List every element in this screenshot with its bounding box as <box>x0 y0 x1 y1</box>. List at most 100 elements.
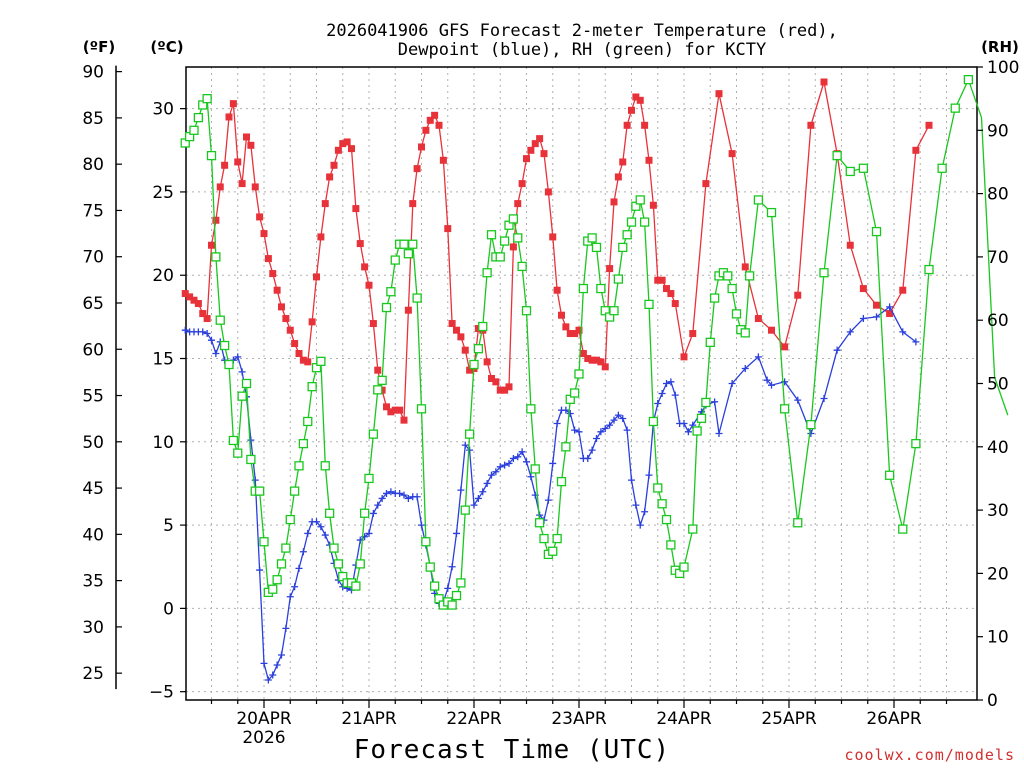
dewpoint-point <box>295 564 303 572</box>
temperature-point <box>715 90 723 98</box>
rh-point <box>254 486 265 496</box>
dewpoint-point <box>404 494 412 502</box>
dewpoint-point <box>711 398 719 406</box>
temperature-point <box>754 315 762 323</box>
temperature-point <box>636 96 644 104</box>
celsius-tick-label: 20 <box>152 266 174 286</box>
dewpoint-point <box>501 461 509 469</box>
dewpoint-point <box>313 518 320 526</box>
temperature-point <box>435 121 443 129</box>
rh-point <box>333 559 344 569</box>
temperature-point <box>461 346 469 354</box>
rh-point <box>320 461 330 471</box>
dewpoint-point <box>807 429 815 437</box>
rh-point <box>364 473 374 484</box>
temperature-point <box>304 358 312 366</box>
dewpoint-point <box>658 389 666 397</box>
temperature-point <box>466 366 474 374</box>
celsius-tick-label: 5 <box>163 516 174 536</box>
temperature-series <box>181 78 933 424</box>
dewpoint-point <box>518 448 526 456</box>
rh-point <box>898 524 908 534</box>
dewpoint-point <box>474 494 482 502</box>
temperature-point <box>606 265 614 273</box>
rh-point <box>464 429 475 439</box>
dewpoint-point <box>492 468 500 476</box>
temperature-point <box>571 330 579 338</box>
fahrenheit-tick-label: 25 <box>82 664 104 684</box>
temperature-point <box>391 406 399 414</box>
temperature-point <box>321 200 329 208</box>
rh-tick-label: 60 <box>987 311 1009 331</box>
rh-point <box>696 413 707 423</box>
temperature-point <box>221 161 229 169</box>
temperature-point <box>496 386 504 394</box>
fahrenheit-tick-label: 85 <box>82 109 104 129</box>
temperature-point <box>575 326 583 334</box>
rh-point <box>408 239 418 249</box>
temperature-point <box>313 273 320 281</box>
fahrenheit-tick-label: 55 <box>82 387 104 407</box>
rh-point <box>499 236 510 246</box>
temperature-point <box>531 140 539 148</box>
rh-line <box>184 77 1009 606</box>
temperature-point <box>899 286 907 294</box>
temperature-point <box>925 121 933 129</box>
rh-point <box>723 271 733 281</box>
temperature-point <box>728 150 736 158</box>
temperature-point <box>243 133 250 141</box>
dewpoint-point <box>886 303 894 311</box>
rh-point <box>569 388 580 398</box>
dewpoint-point <box>820 394 828 402</box>
temperature-point <box>203 315 211 323</box>
rh-point <box>316 356 326 366</box>
dewpoint-point <box>291 583 299 591</box>
dewpoint-point <box>728 380 736 387</box>
temperature-point <box>886 310 894 318</box>
temperature-point <box>645 156 653 164</box>
temperature-point <box>453 326 460 334</box>
temperature-point <box>326 173 334 181</box>
dewpoint-point <box>601 424 609 432</box>
dewpoint-point <box>715 429 723 437</box>
rh-point <box>224 359 234 370</box>
rh-point <box>657 499 667 509</box>
rh-point <box>626 217 637 227</box>
rh-point <box>744 271 755 281</box>
temperature-point <box>671 300 679 308</box>
rh-point <box>530 464 540 474</box>
dewpoint-point <box>768 381 775 389</box>
temperature-point <box>562 323 570 331</box>
temperature-point <box>352 205 360 213</box>
temperature-point <box>238 180 246 188</box>
rh-point <box>289 486 300 496</box>
dewpoint-point <box>181 326 189 334</box>
rh-point <box>653 483 663 493</box>
rh-tick-label: 50 <box>987 375 1009 395</box>
temperature-point <box>641 121 649 129</box>
rh-point <box>478 321 488 332</box>
rh-point <box>709 293 720 303</box>
plot-border <box>185 66 978 701</box>
temperature-point <box>422 126 430 134</box>
rh-point <box>233 448 243 458</box>
rh-point <box>324 508 335 518</box>
dewpoint-point <box>238 368 246 376</box>
rh-point <box>924 264 934 275</box>
rh-point <box>241 378 252 389</box>
fahrenheit-tick-label: 50 <box>82 433 104 453</box>
temperature-point <box>212 216 220 224</box>
temperature-point <box>256 213 264 221</box>
temperature-point <box>558 311 565 319</box>
rh-point <box>425 562 435 572</box>
rh-point <box>469 359 479 370</box>
temperature-point <box>501 386 509 394</box>
temperature-point <box>308 318 316 326</box>
dewpoint-point <box>667 378 675 386</box>
rh-tick-label: 100 <box>987 58 1019 78</box>
dewpoint-point <box>588 446 596 454</box>
temperature-point <box>549 233 557 241</box>
rh-point <box>679 562 689 572</box>
temperature-point <box>579 350 587 358</box>
